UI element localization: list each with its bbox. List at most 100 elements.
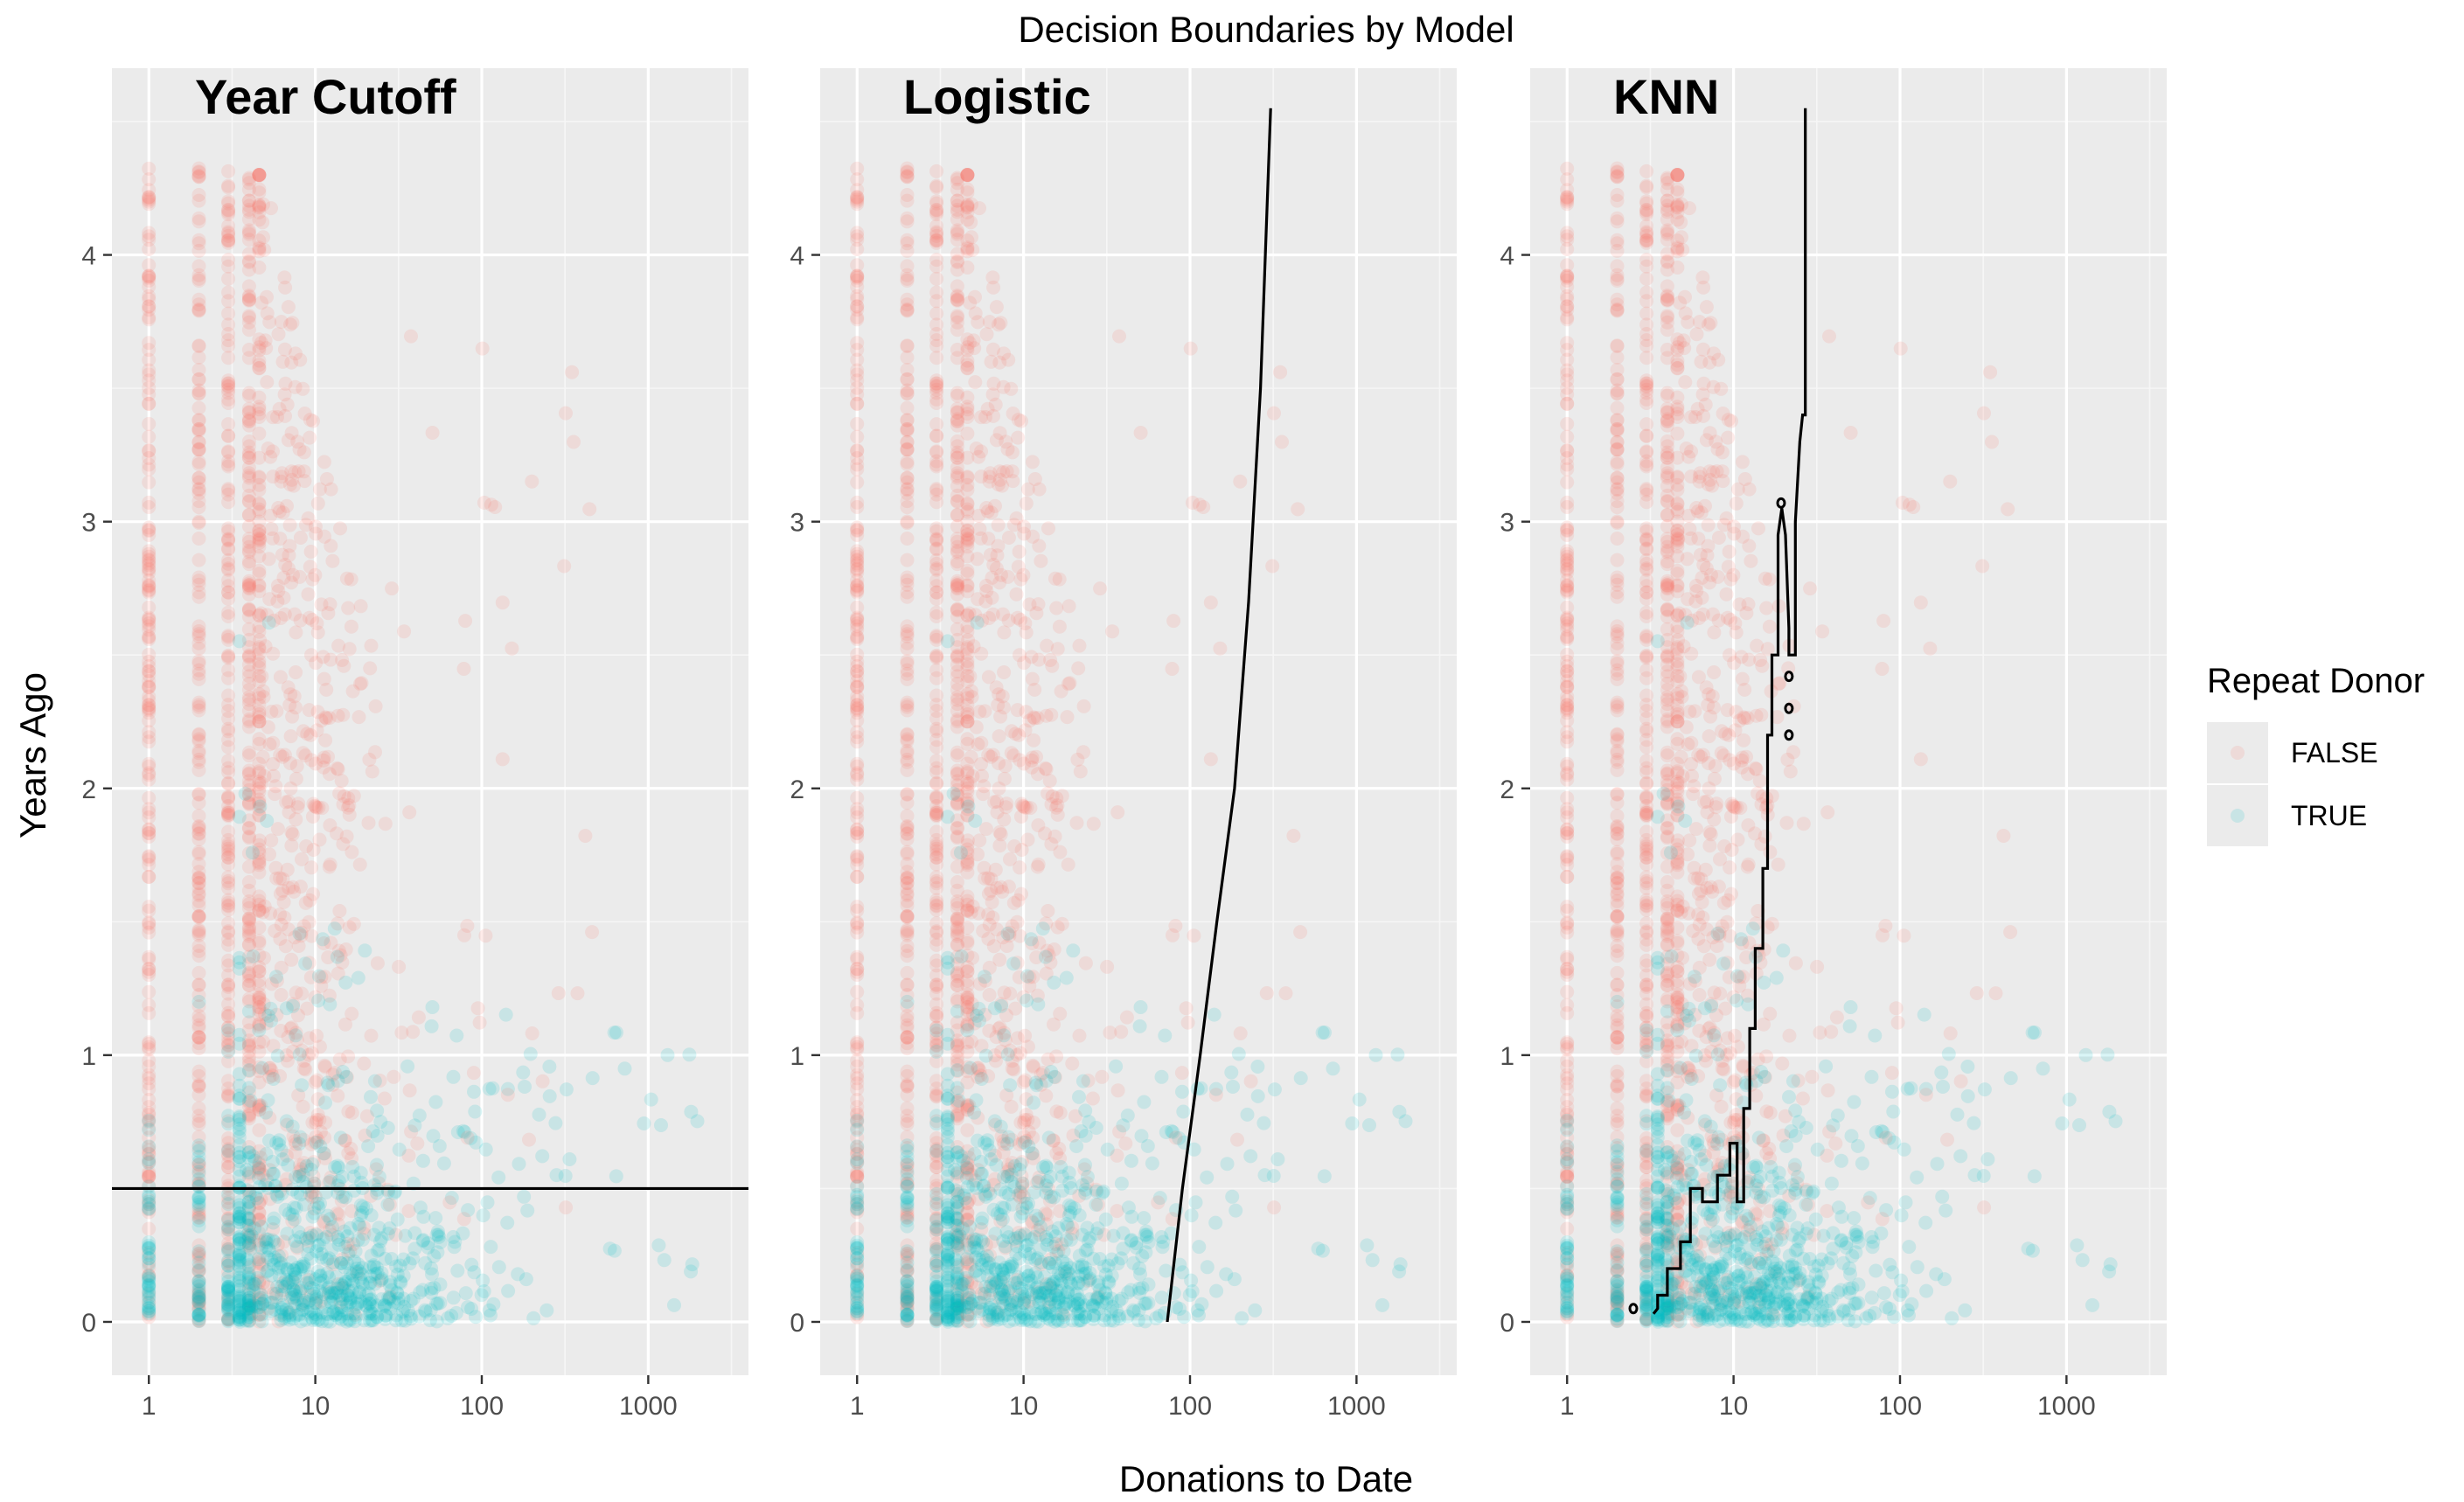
point-false	[296, 445, 311, 460]
point-false	[472, 1015, 487, 1030]
point-true	[289, 1284, 303, 1298]
point-false	[221, 271, 236, 286]
point-false	[277, 607, 292, 622]
point-false	[900, 303, 915, 318]
point-false	[252, 1163, 267, 1177]
point-false	[346, 1237, 361, 1252]
point-false	[142, 268, 157, 283]
point-true	[850, 1139, 865, 1154]
point-false	[191, 922, 206, 937]
point-true	[425, 1000, 440, 1014]
point-false	[221, 1039, 236, 1053]
point-false	[265, 531, 280, 546]
point-false	[191, 627, 206, 642]
point-false	[221, 761, 236, 775]
point-false	[477, 496, 491, 510]
point-false	[252, 168, 267, 182]
point-false	[241, 494, 256, 508]
point-false	[1208, 1088, 1223, 1102]
point-true	[191, 1311, 206, 1326]
point-false	[191, 363, 206, 377]
point-true	[940, 1088, 955, 1103]
point-false	[929, 733, 944, 748]
point-true	[221, 1312, 236, 1327]
point-true	[306, 1286, 321, 1301]
point-false	[296, 464, 311, 479]
point-false	[142, 674, 157, 689]
point-false	[221, 832, 236, 847]
point-false	[283, 1290, 298, 1305]
point-true	[1560, 1123, 1575, 1137]
point-true	[347, 1254, 362, 1269]
point-false	[252, 1166, 267, 1180]
point-false	[241, 991, 256, 1006]
point-false	[331, 916, 345, 931]
point-false	[319, 472, 334, 486]
point-false	[252, 764, 267, 779]
point-false	[191, 188, 206, 202]
point-true	[478, 1142, 493, 1157]
point-false	[241, 315, 256, 330]
point-true	[241, 1313, 256, 1328]
point-false	[142, 654, 157, 669]
point-true	[1072, 1208, 1087, 1223]
point-true	[548, 1116, 563, 1130]
point-false	[142, 229, 157, 244]
point-false	[252, 987, 267, 1002]
point-false	[252, 533, 267, 548]
point-false	[142, 310, 157, 325]
point-false	[288, 1145, 303, 1160]
point-false	[478, 928, 493, 943]
point-false	[252, 640, 267, 655]
y-tick-label: 2	[790, 775, 804, 804]
point-false	[289, 985, 303, 1000]
point-true	[1090, 1221, 1105, 1235]
point-false	[285, 316, 300, 330]
point-true	[241, 1165, 256, 1179]
point-false	[142, 1154, 157, 1169]
point-false	[1038, 826, 1052, 841]
point-false	[1560, 363, 1575, 378]
point-false	[221, 806, 236, 820]
point-false	[999, 796, 1014, 811]
point-true	[241, 1270, 256, 1285]
point-false	[1013, 860, 1027, 875]
point-false	[142, 766, 157, 781]
point-false	[1011, 430, 1026, 445]
point-true	[316, 932, 331, 947]
point-false	[1001, 531, 1016, 545]
point-false	[241, 927, 256, 942]
point-false	[221, 740, 236, 754]
point-false	[142, 268, 157, 283]
point-false	[191, 1109, 206, 1123]
point-false	[929, 790, 944, 805]
point-false	[979, 327, 994, 342]
point-false	[298, 895, 313, 910]
point-true	[850, 1152, 865, 1167]
point-false	[142, 772, 157, 787]
point-false	[221, 632, 236, 647]
point-false	[252, 1075, 267, 1090]
point-false	[278, 280, 293, 295]
point-false	[317, 970, 332, 984]
point-false	[257, 899, 272, 914]
point-true	[1062, 1175, 1077, 1190]
point-true	[372, 1242, 386, 1257]
point-false	[284, 952, 299, 967]
point-false	[334, 1193, 349, 1208]
point-true	[476, 1208, 491, 1223]
point-false	[302, 914, 317, 929]
point-false	[221, 1008, 236, 1023]
point-true	[221, 1314, 236, 1329]
point-false	[345, 1204, 359, 1219]
point-false	[262, 315, 277, 330]
point-true	[1365, 1253, 1380, 1268]
point-false	[142, 573, 157, 588]
point-false	[252, 935, 267, 950]
point-true	[1145, 1156, 1159, 1171]
point-false	[191, 339, 206, 353]
point-false	[221, 698, 236, 713]
point-true	[1020, 1200, 1034, 1215]
point-true	[191, 1190, 206, 1205]
point-false	[142, 1059, 157, 1074]
